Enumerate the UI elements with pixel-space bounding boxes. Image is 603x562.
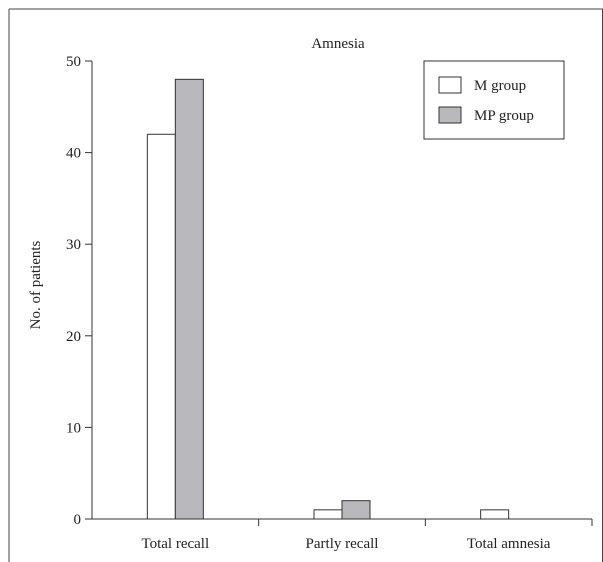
bar-m-group-total-recall [146, 133, 176, 520]
bar-m-group-partly-recall [313, 509, 343, 520]
legend: M group MP group [423, 60, 565, 140]
bars [146, 78, 510, 520]
x-tick-label-total-recall: Total recall [141, 536, 209, 552]
x-tick-label-total-amnesia: Total amnesia [467, 536, 551, 552]
y-tick-label-50: 50 [66, 54, 81, 70]
y-tick-label-20: 20 [66, 329, 81, 345]
y-tick-label-40: 40 [66, 146, 81, 162]
legend-swatch-mp-group [438, 106, 462, 124]
chart-title: Amnesia [311, 36, 365, 52]
legend-box [423, 60, 565, 140]
x-ticks: Total recall Partly recall Total amnesia [141, 519, 593, 552]
legend-label-mp-group: MP group [474, 108, 534, 124]
y-tick-label-0: 0 [74, 512, 82, 528]
bar-mp-group-total-recall [174, 78, 204, 520]
x-tick-label-partly-recall: Partly recall [306, 536, 379, 552]
y-tick-label-10: 10 [66, 420, 81, 436]
bar-mp-group-partly-recall [341, 500, 371, 520]
legend-label-m-group: M group [474, 78, 526, 94]
bar-m-group-total-amnesia [480, 509, 510, 520]
y-ticks: 0 10 20 30 40 50 [66, 54, 92, 528]
legend-swatch-m-group [438, 76, 462, 94]
y-tick-label-30: 30 [66, 237, 81, 253]
y-axis-label: No. of patients [28, 240, 44, 329]
